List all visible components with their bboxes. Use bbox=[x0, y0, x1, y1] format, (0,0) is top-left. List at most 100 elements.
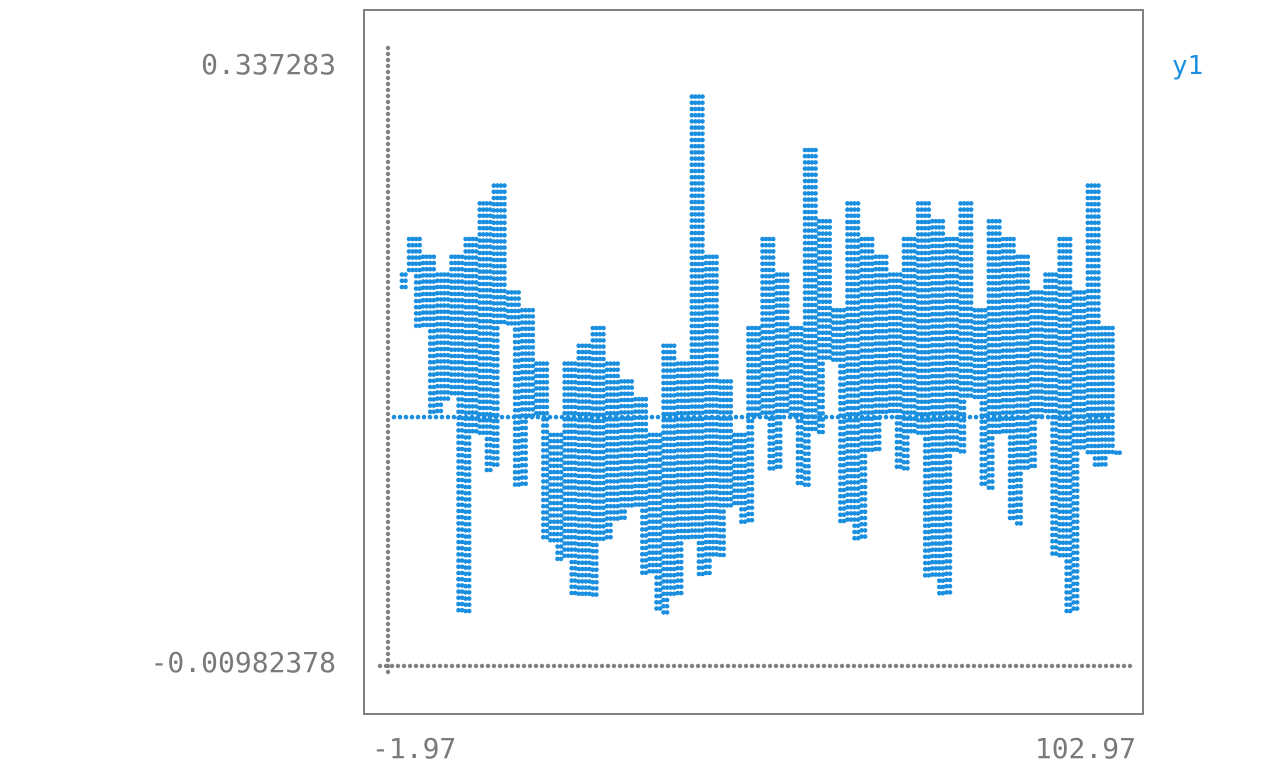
series-point bbox=[569, 460, 574, 466]
series-point bbox=[728, 403, 734, 409]
series-point bbox=[484, 399, 490, 405]
x-axis-dot bbox=[863, 663, 869, 669]
series-point bbox=[601, 387, 606, 393]
series-point bbox=[654, 593, 659, 599]
series-point bbox=[714, 335, 719, 340]
series-point bbox=[611, 379, 617, 385]
series-point bbox=[622, 490, 627, 496]
series-point bbox=[413, 292, 419, 298]
series-point bbox=[463, 583, 468, 589]
series-point bbox=[739, 488, 744, 494]
series-point bbox=[495, 294, 500, 300]
series-point bbox=[572, 528, 578, 534]
series-point bbox=[671, 548, 677, 553]
series-point bbox=[664, 498, 670, 504]
series-point bbox=[693, 484, 698, 490]
series-point bbox=[611, 485, 617, 490]
series-point bbox=[618, 465, 624, 471]
series-point bbox=[693, 447, 698, 453]
series-point bbox=[625, 434, 631, 440]
series-point bbox=[427, 310, 433, 315]
series-point bbox=[611, 404, 617, 410]
series-point bbox=[633, 403, 638, 408]
series-point bbox=[576, 467, 581, 473]
series-point bbox=[739, 438, 744, 444]
series-point bbox=[463, 249, 468, 254]
series-point bbox=[693, 379, 698, 385]
series-point bbox=[636, 458, 642, 464]
series-point bbox=[618, 490, 624, 496]
series-point bbox=[611, 367, 617, 373]
series-point bbox=[686, 441, 691, 447]
series-point bbox=[580, 424, 585, 429]
series-point bbox=[710, 434, 716, 439]
series-point bbox=[746, 431, 751, 436]
series-point bbox=[477, 201, 483, 206]
series-point bbox=[756, 325, 762, 331]
series-point bbox=[470, 373, 475, 378]
series-point bbox=[431, 266, 437, 272]
series-point bbox=[820, 398, 825, 404]
series-point bbox=[572, 379, 578, 385]
series-point bbox=[473, 385, 479, 391]
series-point bbox=[774, 408, 779, 414]
y-axis-dot bbox=[385, 291, 391, 297]
series-point bbox=[668, 442, 673, 448]
series-point bbox=[728, 459, 734, 465]
series-point bbox=[580, 591, 585, 597]
series-point bbox=[541, 497, 546, 503]
series-point bbox=[679, 541, 684, 546]
series-point bbox=[512, 457, 518, 463]
y-axis-dot bbox=[385, 399, 391, 405]
series-point bbox=[576, 430, 581, 435]
series-point bbox=[671, 448, 677, 454]
series-point bbox=[470, 280, 475, 285]
x-axis-dot bbox=[719, 663, 725, 669]
series-point bbox=[668, 430, 673, 435]
series-point bbox=[707, 291, 712, 297]
series-point bbox=[686, 528, 691, 534]
series-point bbox=[512, 438, 518, 444]
x-axis-dot bbox=[515, 663, 521, 669]
series-point bbox=[601, 517, 606, 523]
series-point bbox=[590, 362, 596, 368]
series-point bbox=[608, 454, 613, 459]
series-point bbox=[516, 302, 521, 308]
series-point bbox=[806, 445, 811, 450]
series-point bbox=[693, 150, 698, 155]
series-point bbox=[435, 340, 440, 346]
axes bbox=[377, 45, 1133, 675]
series-point bbox=[580, 374, 585, 380]
series-point bbox=[604, 466, 610, 472]
series-point bbox=[657, 519, 663, 524]
series-point bbox=[565, 398, 571, 404]
series-point bbox=[608, 441, 613, 447]
series-point bbox=[481, 250, 486, 256]
series-point bbox=[714, 552, 719, 557]
series-point bbox=[724, 441, 730, 446]
series-point bbox=[643, 514, 649, 520]
series-point bbox=[569, 404, 574, 410]
series-point bbox=[456, 291, 461, 297]
series-point bbox=[576, 455, 581, 460]
series-point bbox=[689, 125, 695, 130]
y-axis-dot bbox=[385, 285, 391, 291]
series-point bbox=[700, 94, 705, 99]
series-point bbox=[781, 408, 786, 414]
series-point bbox=[424, 322, 430, 328]
series-point bbox=[717, 447, 723, 452]
series-point bbox=[650, 556, 656, 562]
series-point bbox=[696, 193, 702, 199]
series-point bbox=[721, 441, 726, 446]
series-point bbox=[466, 317, 472, 322]
series-point bbox=[625, 397, 631, 403]
series-point bbox=[675, 466, 680, 472]
series-point bbox=[431, 397, 437, 402]
series-point bbox=[555, 556, 560, 562]
series-point bbox=[654, 544, 659, 549]
series-point bbox=[785, 340, 790, 346]
series-point bbox=[682, 472, 688, 478]
series-point bbox=[686, 404, 691, 410]
series-point bbox=[742, 494, 748, 500]
series-point bbox=[703, 378, 709, 384]
